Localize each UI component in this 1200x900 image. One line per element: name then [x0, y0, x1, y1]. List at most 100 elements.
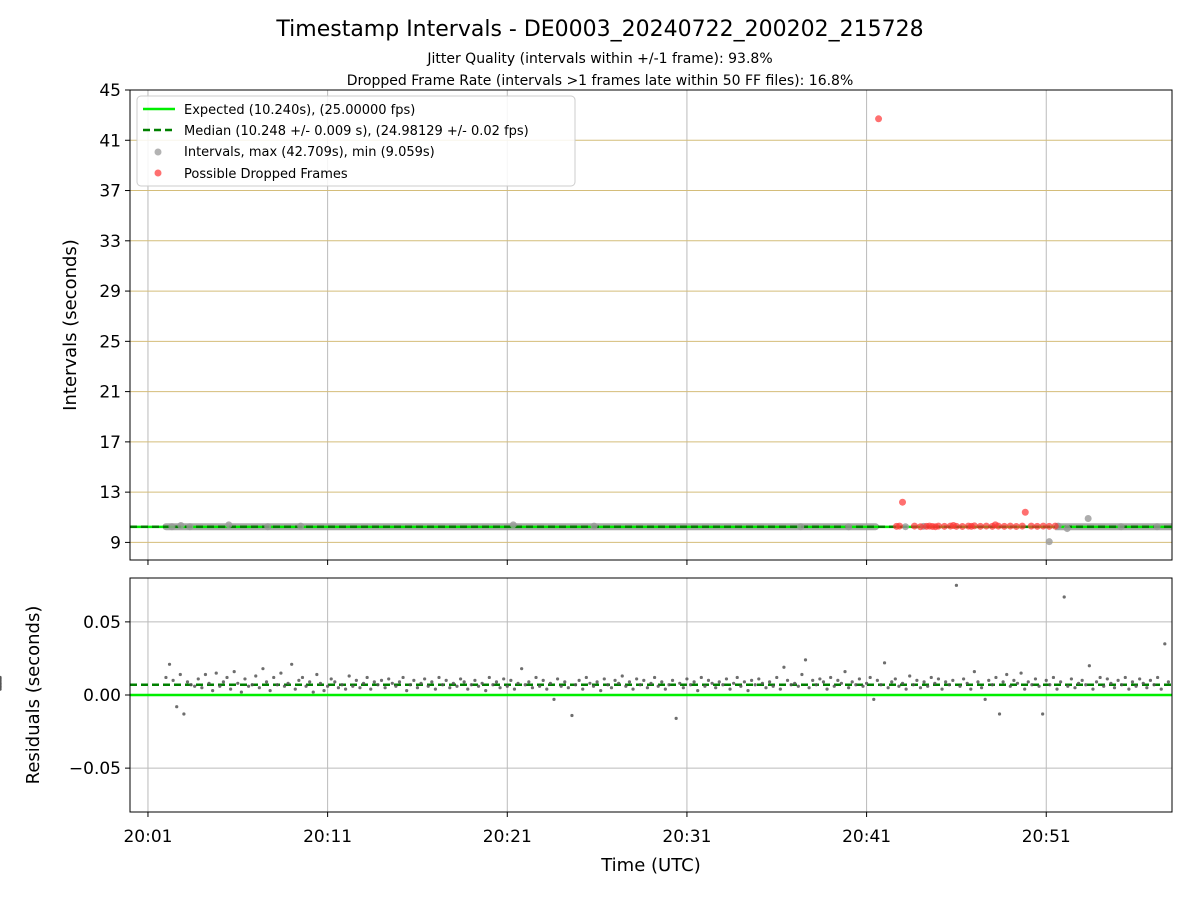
residual-point — [1102, 684, 1106, 688]
residual-point — [994, 675, 998, 680]
residual-point — [218, 684, 222, 688]
residual-point — [767, 680, 772, 684]
residual-point — [591, 684, 596, 688]
residual-point — [1037, 684, 1041, 688]
residual-point — [473, 678, 477, 682]
residual-point — [750, 678, 754, 682]
residual-point — [1015, 681, 1020, 685]
dropped-frame-point — [982, 522, 990, 530]
residual-point — [699, 675, 703, 680]
residual-point — [793, 681, 797, 685]
residual-point — [602, 677, 606, 681]
residual-point — [221, 680, 226, 684]
residual-point — [1030, 683, 1034, 687]
residual-point — [962, 677, 966, 681]
residual-point — [775, 675, 779, 680]
residual-point — [714, 686, 718, 690]
residual-point — [340, 683, 344, 687]
residual-point — [1130, 680, 1135, 684]
residual-point — [785, 678, 790, 682]
residual-point — [250, 683, 254, 687]
residual-point — [656, 684, 660, 688]
residual-point — [1166, 680, 1171, 684]
residual-point — [742, 680, 747, 684]
residual-point — [1123, 675, 1127, 680]
residual-point — [433, 687, 438, 691]
residual-point — [681, 686, 685, 690]
interval-point — [297, 522, 305, 530]
residual-point — [631, 687, 635, 691]
residual-point — [757, 677, 761, 681]
residual-point — [1005, 672, 1009, 677]
residual-point — [437, 675, 441, 680]
residual-point — [336, 686, 340, 690]
residual-point — [782, 665, 786, 669]
residual-point — [516, 681, 520, 685]
residual-point — [990, 683, 994, 687]
residual-point — [897, 684, 901, 688]
residual-point — [293, 687, 297, 691]
residual-point — [534, 675, 538, 680]
residual-point — [753, 683, 757, 687]
residual-point — [789, 683, 793, 687]
residual-point — [1134, 684, 1138, 688]
residual-point — [908, 674, 912, 678]
dropped-frame-point — [1021, 508, 1029, 516]
residual-point — [918, 686, 923, 690]
residuals-x-tick-label: 20:21 — [483, 827, 532, 847]
interval-point — [177, 521, 185, 529]
residual-point — [857, 677, 862, 681]
residual-point — [390, 681, 394, 685]
residual-point — [735, 675, 739, 680]
residual-point — [1127, 687, 1131, 691]
residual-point — [1152, 683, 1156, 687]
residual-point — [484, 689, 488, 693]
residuals-x-tick-label: 20:31 — [662, 827, 711, 847]
residual-point — [358, 686, 362, 690]
residual-point — [972, 670, 976, 674]
residual-point — [886, 686, 890, 690]
residual-point — [606, 683, 610, 687]
residuals-y-tick-label: 0.00 — [83, 686, 121, 706]
residual-point — [638, 683, 642, 687]
residual-point — [829, 675, 833, 680]
residual-point — [1069, 677, 1073, 681]
dropped-frame-point — [1039, 522, 1047, 530]
residual-point — [372, 680, 376, 684]
residual-point — [369, 687, 373, 691]
intervals-y-axis-label: Intervals (seconds) — [60, 239, 81, 411]
residual-point — [1076, 681, 1081, 685]
legend-dropped-marker — [154, 169, 162, 177]
dropped-frame-point — [916, 523, 924, 531]
interval-point — [225, 521, 233, 529]
residual-point — [415, 686, 420, 690]
residuals-x-tick-label: 20:51 — [1022, 827, 1071, 847]
residual-point — [555, 677, 560, 681]
dropped-frame-point — [1027, 522, 1035, 530]
residual-point — [530, 686, 535, 690]
residual-point — [326, 684, 330, 688]
residual-point — [613, 678, 617, 682]
residual-point — [268, 689, 272, 693]
residual-point — [864, 681, 869, 685]
residual-point — [861, 684, 865, 688]
residual-point — [954, 583, 959, 587]
residual-point — [347, 674, 351, 678]
residual-point — [940, 687, 944, 691]
residual-point — [538, 684, 542, 688]
residual-point — [254, 674, 258, 678]
residual-point — [642, 678, 646, 682]
residual-point — [1008, 684, 1012, 688]
residual-point — [620, 674, 624, 678]
residual-point — [728, 687, 732, 691]
residual-point — [1084, 683, 1088, 687]
residual-point — [764, 686, 768, 690]
residual-point — [236, 681, 240, 685]
residual-point — [1105, 677, 1109, 681]
dropped-frame-point — [934, 522, 942, 530]
residual-point — [599, 689, 603, 693]
residual-point — [297, 678, 301, 682]
residual-point — [1026, 680, 1030, 684]
residual-point — [890, 680, 894, 684]
residuals-x-tick-label: 20:11 — [303, 827, 352, 847]
